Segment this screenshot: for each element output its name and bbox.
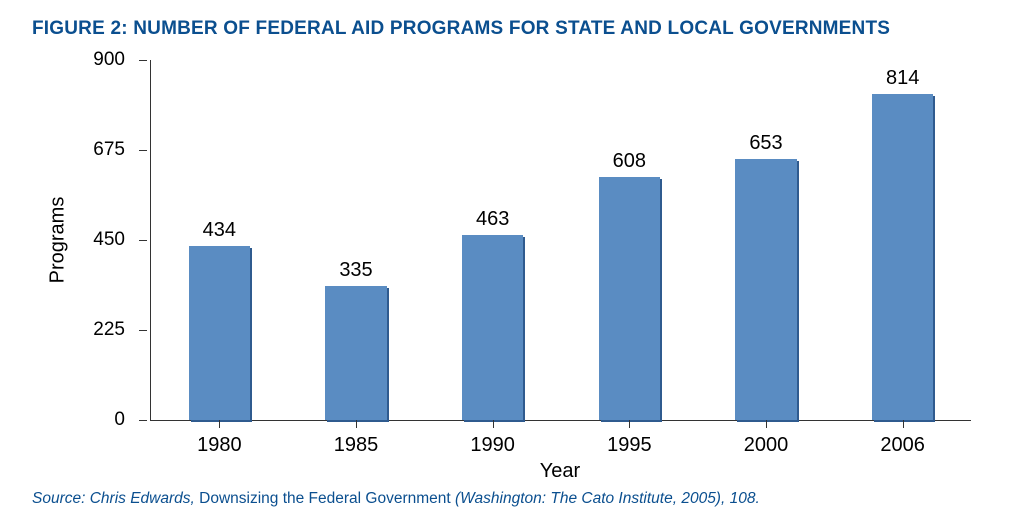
bar-rect <box>325 286 387 420</box>
x-tick-mark <box>493 420 494 428</box>
bar-rect <box>189 246 251 420</box>
bar: 6532000 <box>735 60 797 420</box>
bar-value-label: 814 <box>872 67 934 94</box>
y-tick-mark <box>139 420 147 421</box>
bar: 4631990 <box>462 60 524 420</box>
source-suffix: (Washington: The Cato Institute, 2005), … <box>451 490 760 507</box>
x-axis-label: Year <box>150 460 970 483</box>
x-tick-label: 1980 <box>176 434 262 457</box>
x-tick-mark <box>356 420 357 428</box>
bars-group: 4341980 3351985 4631990 6081995 6532000 81420… <box>151 60 971 420</box>
figure-container: FIGURE 2: NUMBER OF FEDERAL AID PROGRAMS… <box>0 0 1024 516</box>
bar-value-label: 335 <box>325 259 387 286</box>
source-caption: Source: Chris Edwards, Downsizing the Fe… <box>32 490 760 508</box>
x-tick-mark <box>903 420 904 428</box>
x-tick-label: 2000 <box>723 434 809 457</box>
bar: 3351985 <box>325 60 387 420</box>
x-tick-mark <box>629 420 630 428</box>
bar-rect <box>462 235 524 420</box>
bar-rect <box>872 94 934 420</box>
bar: 6081995 <box>599 60 661 420</box>
y-tick-label: 225 <box>93 319 125 341</box>
y-tick-label: 450 <box>93 229 125 251</box>
bar-value-label: 653 <box>735 132 797 159</box>
y-tick-label: 0 <box>114 409 125 431</box>
x-tick-label: 2006 <box>860 434 946 457</box>
x-tick-mark <box>766 420 767 428</box>
y-tick-mark <box>139 60 147 61</box>
y-tick-label: 900 <box>93 49 125 71</box>
y-axis-label: Programs <box>47 197 70 284</box>
figure-title: FIGURE 2: NUMBER OF FEDERAL AID PROGRAMS… <box>32 18 890 40</box>
y-tick-mark <box>139 150 147 151</box>
source-author: Chris Edwards <box>90 490 191 507</box>
x-tick-label: 1985 <box>313 434 399 457</box>
bar: 8142006 <box>872 60 934 420</box>
x-tick-label: 1995 <box>586 434 672 457</box>
chart-plot-area: 4341980 3351985 4631990 6081995 6532000 81420… <box>150 60 971 421</box>
bar-value-label: 608 <box>599 150 661 177</box>
x-tick-label: 1990 <box>450 434 536 457</box>
bar-rect <box>735 159 797 420</box>
source-sep: , <box>191 490 200 507</box>
bar-rect <box>599 177 661 420</box>
x-tick-mark <box>219 420 220 428</box>
source-booktitle: Downsizing the Federal Government <box>199 490 451 507</box>
y-tick-label: 675 <box>93 139 125 161</box>
y-tick-mark <box>139 330 147 331</box>
y-tick-mark <box>139 240 147 241</box>
bar: 4341980 <box>189 60 251 420</box>
bar-value-label: 463 <box>462 208 524 235</box>
source-prefix: Source: <box>32 490 90 507</box>
bar-value-label: 434 <box>189 219 251 246</box>
